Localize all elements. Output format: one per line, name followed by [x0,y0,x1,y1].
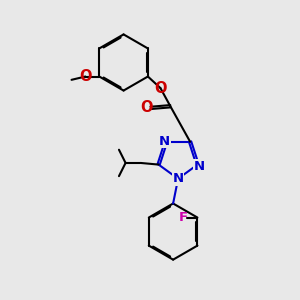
Text: N: N [159,134,170,148]
Text: O: O [140,100,152,116]
Text: O: O [154,81,167,96]
Text: N: N [172,172,184,185]
Text: N: N [194,160,205,173]
Text: O: O [79,69,92,84]
Text: F: F [179,211,188,224]
